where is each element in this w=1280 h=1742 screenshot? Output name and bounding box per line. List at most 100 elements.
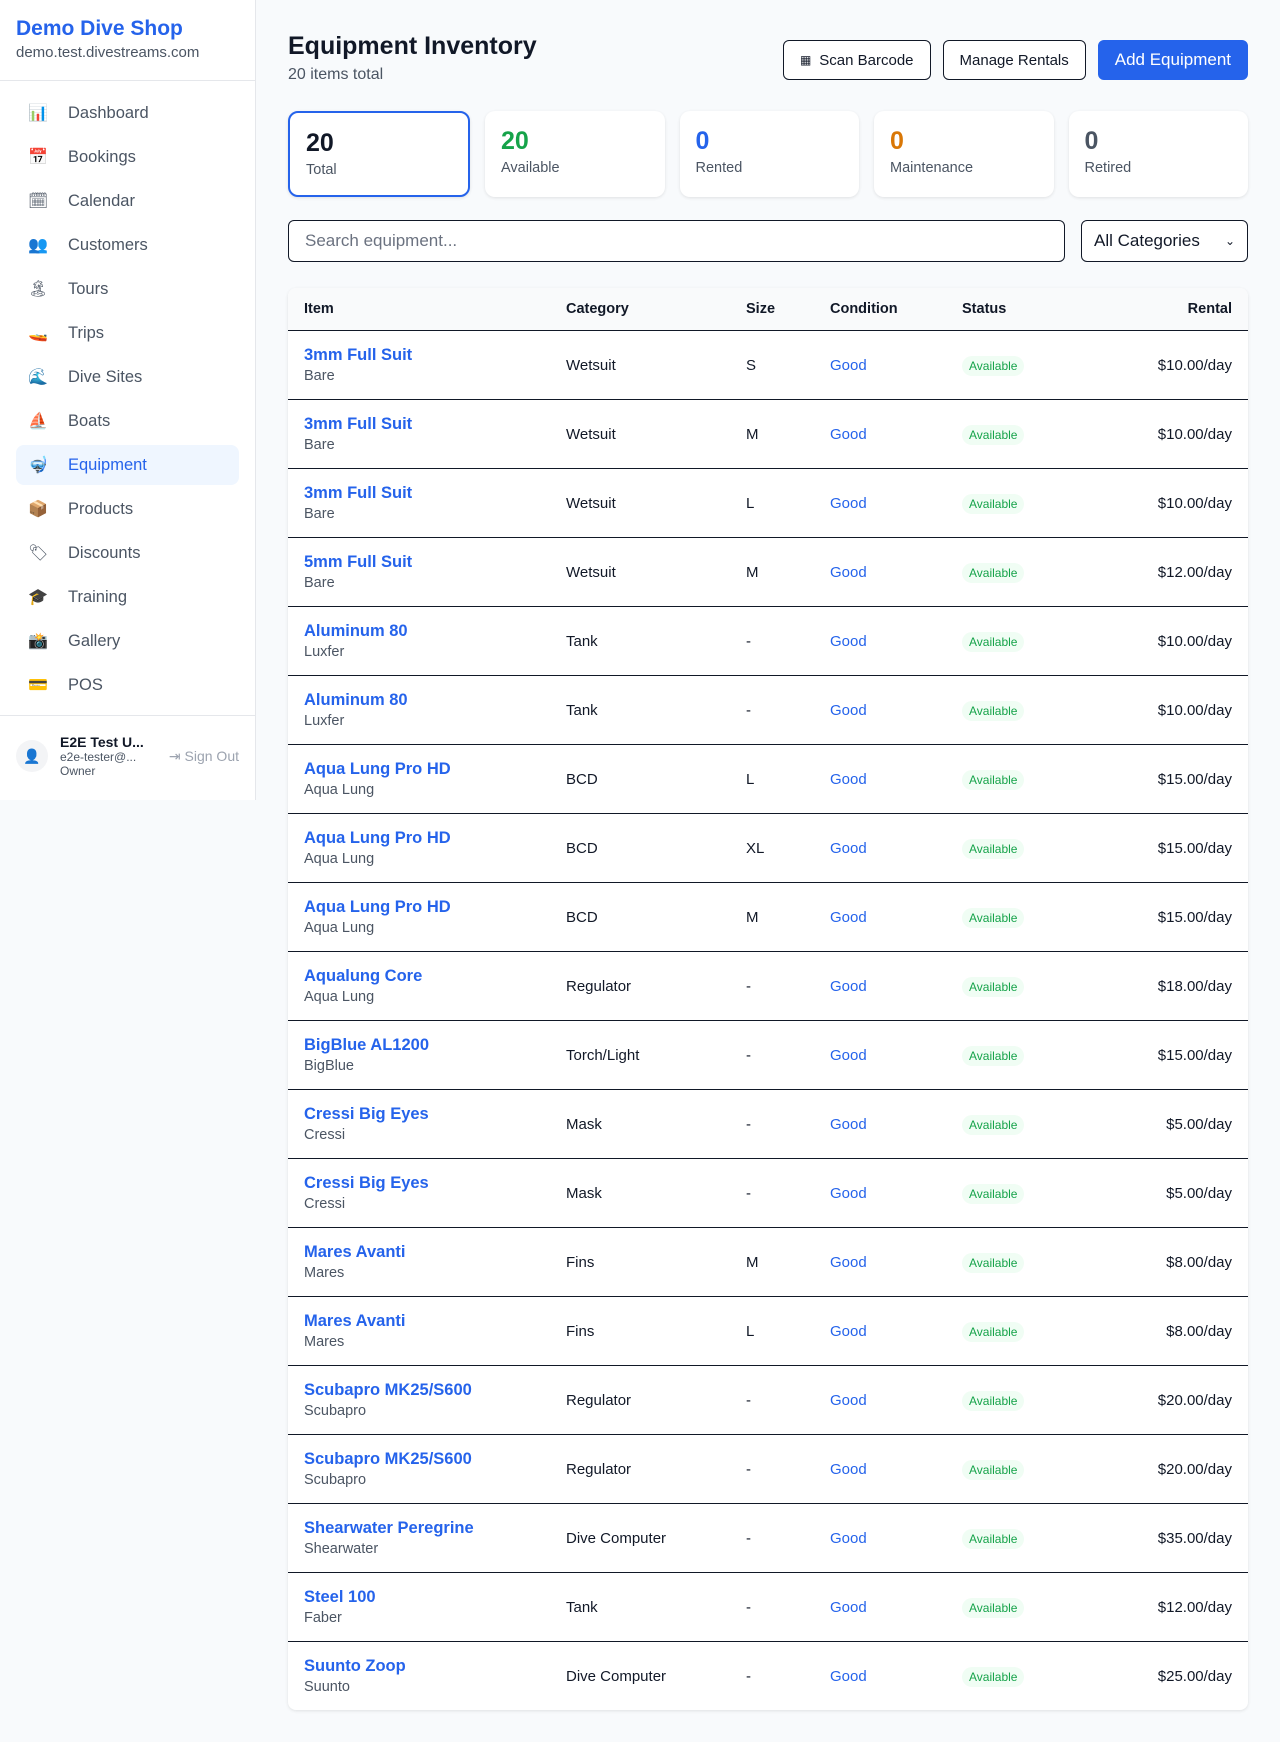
item-size: M (746, 1253, 759, 1271)
item-name-link[interactable]: Aluminum 80 (304, 622, 408, 640)
scan-barcode-button[interactable]: ▦ Scan Barcode (782, 40, 931, 80)
status-badge: Available (962, 355, 1025, 376)
stat-card-total[interactable]: 20 Total (288, 111, 470, 197)
item-name-link[interactable]: Aqua Lung Pro HD (304, 898, 451, 916)
stat-label: Retired (1084, 160, 1132, 176)
sidebar-item-trips[interactable]: 🚤 Trips (16, 313, 239, 353)
table-row[interactable]: Scubapro MK25/S600 Scubapro Regulator - G… (288, 1434, 1248, 1503)
table-row[interactable]: Cressi Big Eyes Cressi Mask - Good Availa… (288, 1158, 1248, 1227)
sidebar-item-dive-sites[interactable]: 🌊 Dive Sites (16, 357, 239, 397)
item-name-link[interactable]: Scubapro MK25/S600 (304, 1381, 472, 1399)
item-condition: Good (830, 1460, 867, 1478)
table-row[interactable]: 5mm Full Suit Bare Wetsuit M Good Availab… (288, 537, 1248, 606)
item-category: Wetsuit (566, 563, 616, 581)
manage-rentals-button[interactable]: Manage Rentals (942, 40, 1086, 80)
table-row[interactable]: Mares Avanti Mares Fins M Good Available … (288, 1227, 1248, 1296)
bookings-icon: 📅 (28, 149, 48, 166)
sidebar-item-products[interactable]: 📦 Products (16, 489, 239, 529)
item-name-link[interactable]: Aqua Lung Pro HD (304, 829, 451, 847)
item-condition: Good (830, 701, 867, 719)
stat-label: Available (501, 160, 560, 176)
add-equipment-button[interactable]: Add Equipment (1097, 40, 1248, 80)
item-condition: Good (830, 1184, 867, 1202)
stat-label: Maintenance (890, 160, 974, 176)
sidebar-item-training[interactable]: 🎓 Training (16, 577, 239, 617)
item-brand: Mares (304, 1334, 345, 1350)
item-brand: Aqua Lung (304, 782, 375, 798)
item-name-link[interactable]: Scubapro MK25/S600 (304, 1450, 472, 1468)
table-row[interactable]: Suunto Zoop Suunto Dive Computer - Good A… (288, 1641, 1248, 1710)
item-brand: Mares (304, 1265, 345, 1281)
table-row[interactable]: Shearwater Peregrine Shearwater Dive Comp… (288, 1503, 1248, 1572)
stat-value: 20 (501, 127, 529, 155)
sidebar-item-dashboard[interactable]: 📊 Dashboard (16, 93, 239, 133)
table-row[interactable]: Scubapro MK25/S600 Scubapro Regulator - G… (288, 1365, 1248, 1434)
sidebar-item-equipment[interactable]: 🤿 Equipment (16, 445, 239, 485)
shop-name[interactable]: Demo Dive Shop (16, 17, 183, 40)
stat-card-retired[interactable]: 0 Retired (1068, 111, 1248, 197)
item-name-link[interactable]: 5mm Full Suit (304, 553, 413, 571)
sidebar-item-boats[interactable]: ⛵ Boats (16, 401, 239, 441)
table-row[interactable]: BigBlue AL1200 BigBlue Torch/Light - Good… (288, 1020, 1248, 1089)
stat-card-available[interactable]: 20 Available (485, 111, 665, 197)
stat-card-rented[interactable]: 0 Rented (679, 111, 859, 197)
item-name-link[interactable]: BigBlue AL1200 (304, 1036, 430, 1054)
table-row[interactable]: Steel 100 Faber Tank - Good Available $12… (288, 1572, 1248, 1641)
table-row[interactable]: Aluminum 80 Luxfer Tank - Good Available … (288, 675, 1248, 744)
item-name-link[interactable]: Shearwater Peregrine (304, 1519, 474, 1537)
item-name-link[interactable]: Suunto Zoop (304, 1657, 406, 1675)
sidebar-item-discounts[interactable]: 🏷 Discounts (16, 533, 239, 573)
table-row[interactable]: 3mm Full Suit Bare Wetsuit M Good Availab… (288, 399, 1248, 468)
customers-icon: 👥 (28, 237, 48, 254)
item-name-link[interactable]: 3mm Full Suit (304, 484, 413, 502)
category-select[interactable]: All Categories ⌄ (1081, 220, 1248, 262)
sidebar-item-tours[interactable]: 🏝 Tours (16, 269, 239, 309)
table-row[interactable]: 3mm Full Suit Bare Wetsuit L Good Availab… (288, 468, 1248, 537)
table-row[interactable]: Mares Avanti Mares Fins L Good Available … (288, 1296, 1248, 1365)
sidebar-item-label: Tours (68, 279, 109, 298)
column-header: Rental (1187, 301, 1232, 317)
item-name-link[interactable]: Aqualung Core (304, 967, 423, 985)
status-badge: Available (962, 1459, 1025, 1480)
item-rental-price: $10.00/day (1157, 632, 1232, 650)
sidebar-item-customers[interactable]: 👥 Customers (16, 225, 239, 265)
item-name-link[interactable]: Steel 100 (304, 1588, 376, 1606)
item-name-link[interactable]: 3mm Full Suit (304, 415, 413, 433)
item-brand: Luxfer (304, 644, 345, 660)
item-name-link[interactable]: 3mm Full Suit (304, 346, 413, 364)
table-row[interactable]: Aqua Lung Pro HD Aqua Lung BCD L Good Ava… (288, 744, 1248, 813)
table-row[interactable]: Aqua Lung Pro HD Aqua Lung BCD XL Good Av… (288, 813, 1248, 882)
item-condition: Good (830, 1598, 867, 1616)
stat-card-maintenance[interactable]: 0 Maintenance (874, 111, 1054, 197)
sidebar-item-bookings[interactable]: 📅 Bookings (16, 137, 239, 177)
status-badge: Available (962, 562, 1025, 583)
item-size: - (746, 1184, 751, 1202)
item-brand: Luxfer (304, 713, 345, 729)
sidebar-item-calendar[interactable]: 🗓 Calendar (16, 181, 239, 221)
item-category: Dive Computer (566, 1529, 667, 1547)
sign-out-button[interactable]: ⇥ Sign Out (169, 748, 239, 765)
item-size: - (746, 1667, 751, 1685)
item-name-link[interactable]: Aluminum 80 (304, 691, 408, 709)
sidebar-item-label: Equipment (68, 455, 147, 474)
item-name-link[interactable]: Mares Avanti (304, 1312, 406, 1330)
dashboard-icon: 📊 (28, 105, 48, 122)
sidebar-item-pos[interactable]: 💳 POS (16, 665, 239, 705)
item-name-link[interactable]: Aqua Lung Pro HD (304, 760, 451, 778)
item-brand: Suunto (304, 1679, 350, 1695)
item-category: BCD (566, 770, 598, 788)
item-rental-price: $12.00/day (1157, 1598, 1232, 1616)
sidebar-item-gallery[interactable]: 📸 Gallery (16, 621, 239, 661)
item-brand: Bare (304, 575, 335, 591)
item-condition: Good (830, 632, 867, 650)
search-input[interactable] (288, 220, 1065, 262)
item-name-link[interactable]: Cressi Big Eyes (304, 1174, 429, 1192)
table-row[interactable]: Aqua Lung Pro HD Aqua Lung BCD M Good Ava… (288, 882, 1248, 951)
table-row[interactable]: 3mm Full Suit Bare Wetsuit S Good Availab… (288, 330, 1248, 399)
equipment-table: Item Category Size Condition Status Rental 3m… (288, 288, 1248, 1710)
table-row[interactable]: Cressi Big Eyes Cressi Mask - Good Availa… (288, 1089, 1248, 1158)
item-name-link[interactable]: Cressi Big Eyes (304, 1105, 429, 1123)
table-row[interactable]: Aluminum 80 Luxfer Tank - Good Available … (288, 606, 1248, 675)
table-row[interactable]: Aqualung Core Aqua Lung Regulator - Good … (288, 951, 1248, 1020)
item-name-link[interactable]: Mares Avanti (304, 1243, 406, 1261)
